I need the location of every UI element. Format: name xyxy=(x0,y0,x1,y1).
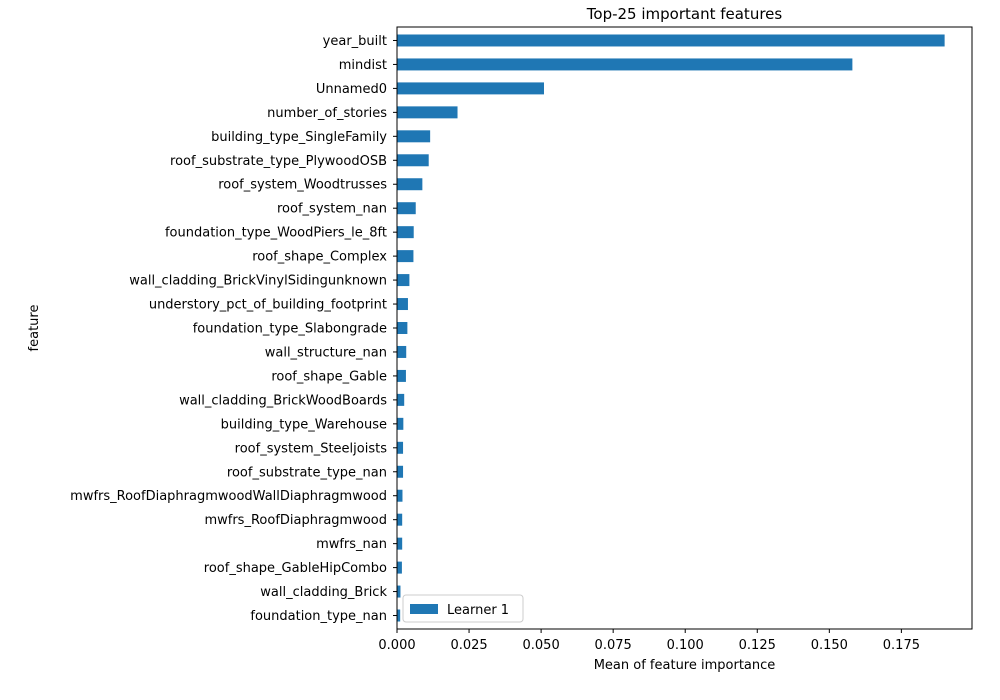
bar-roof-substrate-type-nan xyxy=(397,465,404,478)
chart-title: Top-25 important features xyxy=(586,5,783,23)
bar-roof-shape-complex xyxy=(397,250,414,263)
y-tick-label-roof-shape-complex: roof_shape_Complex xyxy=(252,250,387,265)
y-tick-label-mwfrs-roofdiaphragmwoodwalldiaphragmwood: mwfrs_RoofDiaphragmwoodWallDiaphragmwood xyxy=(70,489,387,504)
bar-roof-system-steeljoists xyxy=(397,441,404,454)
y-tick-label-building-type-warehouse: building_type_Warehouse xyxy=(221,417,387,432)
legend-box xyxy=(402,594,524,623)
x-tick-label: 0.150 xyxy=(811,638,848,653)
y-tick-label-mindist: mindist xyxy=(339,58,387,73)
y-tick-label-roof-system-nan: roof_system_nan xyxy=(277,202,387,217)
y-tick-label-mwfrs-nan: mwfrs_nan xyxy=(316,537,387,552)
x-tick-label: 0.025 xyxy=(450,638,487,653)
y-tick-label-year-built: year_built xyxy=(323,34,387,49)
x-axis-title: Mean of feature importance xyxy=(594,658,776,673)
y-tick-label-wall-cladding-brickvinylsidingunknown: wall_cladding_BrickVinylSidingunknown xyxy=(129,274,387,289)
y-axis-title: feature xyxy=(27,305,42,352)
bar-number-of-stories xyxy=(397,106,458,119)
bar-year-built xyxy=(397,34,945,47)
y-tick-label-roof-shape-gablehipcombo: roof_shape_GableHipCombo xyxy=(204,561,387,576)
x-tick-label: 0.050 xyxy=(523,638,560,653)
y-tick-label-foundation-type-nan: foundation_type_nan xyxy=(250,609,387,624)
bars-layer xyxy=(397,34,945,622)
x-tick-label: 0.075 xyxy=(595,638,632,653)
y-tick-label-mwfrs-roofdiaphragmwood: mwfrs_RoofDiaphragmwood xyxy=(204,513,387,528)
y-tick-label-understory-pct-of-building-footprint: understory_pct_of_building_footprint xyxy=(149,298,387,313)
y-tick-label-wall-cladding-brick: wall_cladding_Brick xyxy=(260,585,387,600)
bar-wall-cladding-brickvinylsidingunknown xyxy=(397,274,410,287)
legend: Learner 1 xyxy=(402,594,524,623)
bar-mwfrs-nan xyxy=(397,537,403,550)
bar-roof-substrate-type-plywoodosb xyxy=(397,154,429,167)
bar-wall-structure-nan xyxy=(397,345,407,358)
bar-understory-pct-of-building-footprint xyxy=(397,298,408,311)
bar-foundation-type-woodpiers-le-8ft xyxy=(397,226,414,239)
legend-swatch xyxy=(410,604,438,614)
bar-mwfrs-roofdiaphragmwood xyxy=(397,513,403,526)
y-tick-label-roof-system-woodtrusses: roof_system_Woodtrusses xyxy=(218,178,387,193)
bar-roof-shape-gablehipcombo xyxy=(397,561,402,574)
bar-building-type-singlefamily xyxy=(397,130,431,143)
x-tick-label: 0.100 xyxy=(667,638,704,653)
y-tick-label-roof-shape-gable: roof_shape_Gable xyxy=(271,369,387,384)
legend-entry-learner-1: Learner 1 xyxy=(447,603,509,618)
bar-wall-cladding-brickwoodboards xyxy=(397,393,405,406)
y-tick-label-roof-system-steeljoists: roof_system_Steeljoists xyxy=(235,441,388,456)
bar-roof-shape-gable xyxy=(397,369,406,382)
x-tick-label: 0.175 xyxy=(883,638,920,653)
x-tick-label: 0.000 xyxy=(378,638,415,653)
y-tick-label-wall-cladding-brickwoodboards: wall_cladding_BrickWoodBoards xyxy=(179,393,387,408)
bar-building-type-warehouse xyxy=(397,417,404,430)
bar-roof-system-nan xyxy=(397,202,416,215)
y-tick-label-wall-structure-nan: wall_structure_nan xyxy=(265,345,387,360)
y-tick-label-foundation-type-slabongrade: foundation_type_Slabongrade xyxy=(193,322,387,337)
bar-foundation-type-nan xyxy=(397,609,401,622)
bar-mindist xyxy=(397,58,853,71)
y-tick-label-number-of-stories: number_of_stories xyxy=(267,106,387,121)
y-tick-label-roof-substrate-type-plywoodosb: roof_substrate_type_PlywoodOSB xyxy=(170,154,387,169)
y-tick-label-foundation-type-woodpiers-le-8ft: foundation_type_WoodPiers_le_8ft xyxy=(165,226,387,241)
y-tick-label-roof-substrate-type-nan: roof_substrate_type_nan xyxy=(227,465,387,480)
x-tick-label: 0.125 xyxy=(739,638,776,653)
x-axis-ticks: 0.000 0.025 0.050 0.075 0.100 0.125 0.150 0.175 xyxy=(378,629,920,653)
bar-roof-system-woodtrusses xyxy=(397,178,423,191)
plot-frame xyxy=(396,26,973,630)
bar-wall-cladding-brick xyxy=(397,585,401,598)
bar-unnamed0 xyxy=(397,82,544,95)
bar-foundation-type-slabongrade xyxy=(397,322,408,334)
y-tick-label-building-type-singlefamily: building_type_SingleFamily xyxy=(211,130,387,145)
y-tick-label-unnamed0: Unnamed0 xyxy=(316,82,387,97)
bar-mwfrs-roofdiaphragmwoodwalldiaphragmwood xyxy=(397,489,403,502)
